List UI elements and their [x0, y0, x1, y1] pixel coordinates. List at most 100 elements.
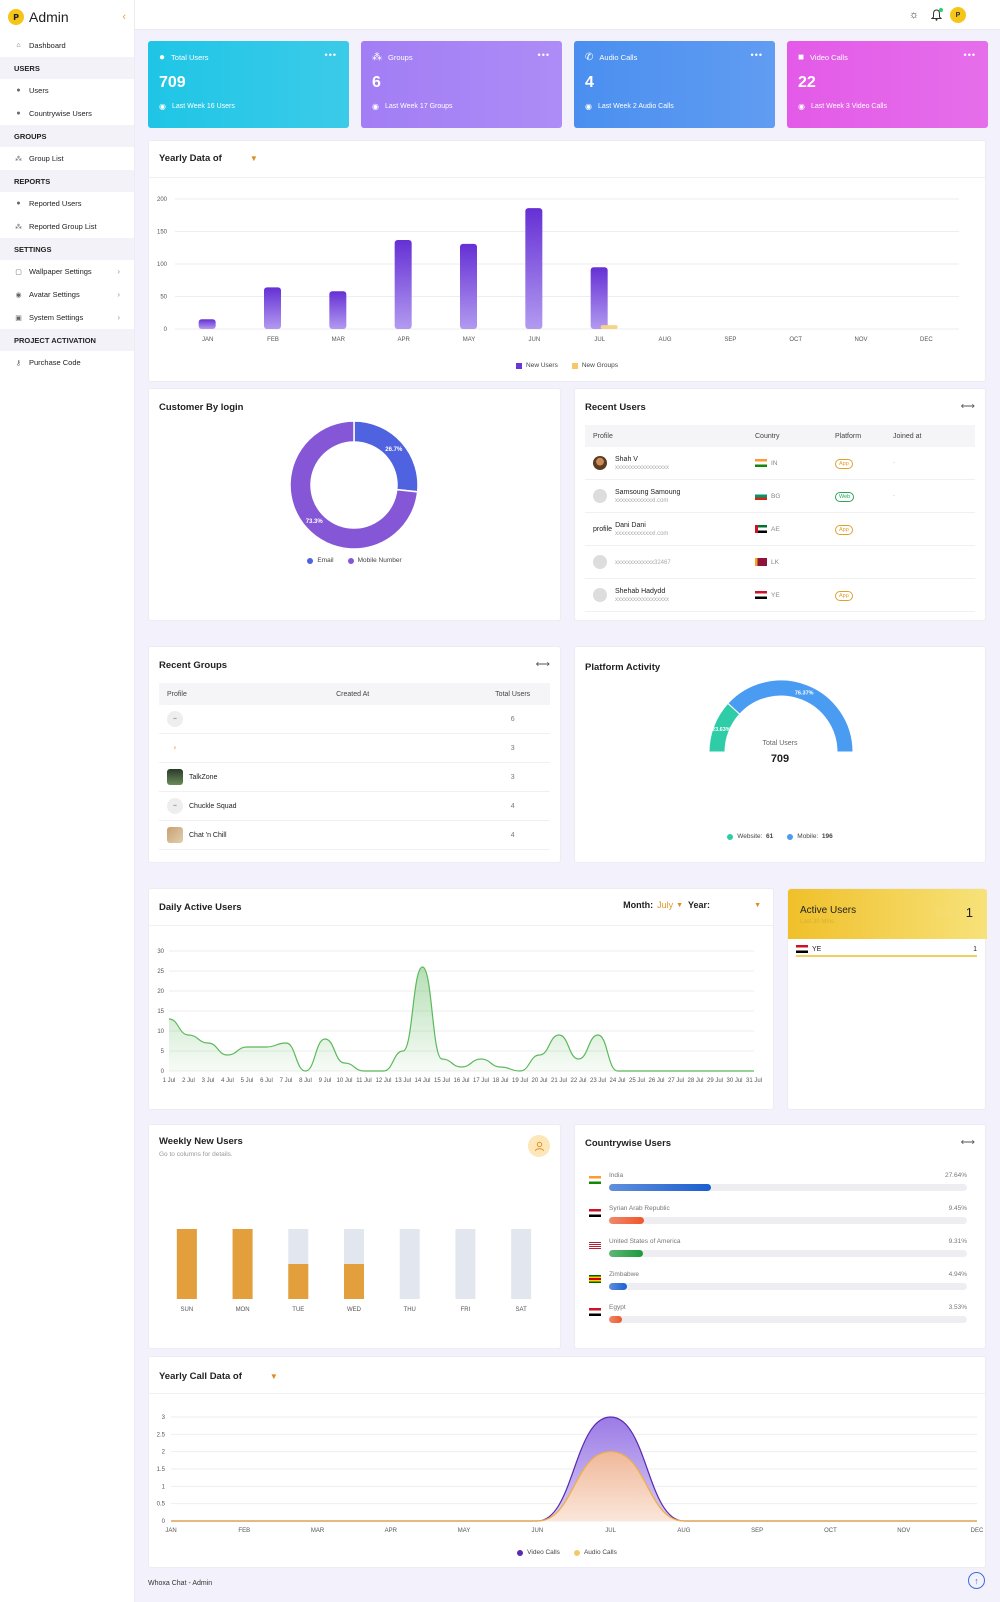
y-tick-label: 10	[157, 1029, 164, 1035]
active-users-title: Active Users	[800, 905, 857, 916]
x-tick-label: APR	[397, 337, 410, 343]
table-row[interactable]: ♀ 3	[159, 734, 550, 763]
progress-track	[609, 1283, 967, 1290]
progress-track	[609, 1316, 967, 1323]
x-tick-label: 19 Jul	[512, 1078, 528, 1084]
more-options-icon[interactable]: •••	[963, 50, 976, 60]
x-tick-label: 30 Jul	[726, 1078, 742, 1084]
sidebar-item-reported-users[interactable]: ● Reported Users	[0, 192, 134, 215]
legend-new-groups[interactable]: New Groups	[571, 362, 618, 369]
daily-line[interactable]	[168, 966, 754, 1072]
bar-new-users[interactable]	[198, 319, 216, 329]
year-dropdown-icon[interactable]: ▼	[754, 901, 761, 909]
group-chat-icon: ▪▪	[167, 798, 183, 814]
chevron-right-icon: ›	[117, 290, 120, 299]
donut-slice[interactable]	[353, 420, 419, 493]
stat-subtext: Last Week 3 Video Calls	[810, 103, 887, 110]
chevron-right-icon: ›	[117, 267, 120, 276]
stat-card-video-calls[interactable]: ■ Video Calls ••• 22 ◉ Last Week 3 Video Call…	[787, 41, 988, 128]
sidebar: P Admin ‹ ⌂ Dashboard USERS ● Users ● Countryw…	[0, 0, 135, 1602]
avatar	[593, 555, 607, 569]
more-options-icon[interactable]: •••	[324, 50, 337, 60]
sidebar-item-label: System Settings	[29, 313, 84, 322]
country-code: LK	[771, 558, 779, 566]
table-row[interactable]: xxxxxxxxxxxxx32467 LK	[585, 546, 975, 579]
group-image	[167, 827, 183, 843]
platform-badge: App	[835, 458, 853, 469]
weekly-bar[interactable]	[344, 1264, 364, 1299]
legend-video-calls[interactable]: Video Calls	[517, 1549, 560, 1556]
month-select[interactable]: July	[657, 900, 674, 910]
sidebar-item-label: Users	[29, 86, 49, 95]
bar-new-users[interactable]	[525, 208, 543, 329]
legend-email[interactable]: Email	[307, 557, 334, 564]
table-row[interactable]: ▪▪ 6	[159, 705, 550, 734]
table-row[interactable]: TalkZone 3	[159, 763, 550, 792]
sidebar-item-users[interactable]: ● Users	[0, 79, 134, 102]
weekly-bar[interactable]	[288, 1264, 309, 1299]
stat-card-audio-calls[interactable]: ✆ Audio Calls ••• 4 ◉ Last Week 2 Audio Calls	[574, 41, 775, 128]
bar-new-users[interactable]	[264, 287, 281, 329]
sidebar-item-avatar-settings[interactable]: ◉ Avatar Settings ›	[0, 283, 134, 306]
sidebar-item-reported-group-list[interactable]: ⁂ Reported Group List	[0, 215, 134, 238]
bar-new-groups[interactable]	[600, 325, 618, 329]
more-options-icon[interactable]: •••	[750, 50, 763, 60]
recent-groups-menu-icon[interactable]: ⟷	[535, 659, 550, 670]
legend-new-users[interactable]: New Users	[516, 362, 558, 369]
sidebar-item-dashboard[interactable]: ⌂ Dashboard	[0, 34, 134, 57]
table-row[interactable]: Shehab Hadydd xxxxxxxxxxxxxxxxxx YE App	[585, 579, 975, 612]
user-email: xxxxxxxxxxxxxl.com	[615, 497, 669, 504]
table-row[interactable]: ▪▪ Chuckle Squad 4	[159, 792, 550, 821]
progress-track	[609, 1184, 967, 1191]
flag-us-icon	[589, 1242, 601, 1250]
year-dropdown-icon[interactable]: ▼	[249, 154, 258, 163]
theme-toggle-icon[interactable]: ☼	[908, 9, 920, 21]
y-tick-label: 100	[157, 262, 168, 268]
sidebar-item-purchase-code[interactable]: ⚷ Purchase Code	[0, 351, 134, 374]
sidebar-item-group-list[interactable]: ⁂ Group List	[0, 147, 134, 170]
call-line[interactable]	[171, 1451, 977, 1522]
nav-section-reports: REPORTS	[0, 170, 134, 192]
user-avatar[interactable]: P	[950, 7, 966, 23]
weekly-bar[interactable]	[176, 1229, 197, 1299]
joined-at: -	[893, 492, 896, 500]
x-tick-label: NOV	[854, 337, 867, 343]
slice-label: 73.3%	[306, 519, 324, 525]
x-tick-label: 4 Jul	[221, 1078, 234, 1084]
sidebar-item-wallpaper-settings[interactable]: ▢ Wallpaper Settings ›	[0, 260, 134, 283]
table-row[interactable]: Chat 'n Chill 4	[159, 821, 550, 850]
bar-new-users[interactable]	[590, 267, 608, 329]
countrywise-menu-icon[interactable]: ⟷	[960, 1137, 975, 1148]
notification-bell-icon[interactable]	[928, 7, 944, 23]
sidebar-item-countrywise-users[interactable]: ● Countrywise Users	[0, 102, 134, 125]
bar-new-users[interactable]	[329, 291, 347, 329]
recent-users-menu-icon[interactable]: ⟷	[960, 401, 975, 412]
donut-slice[interactable]	[289, 420, 419, 550]
user-icon: ●	[159, 52, 166, 63]
legend-mobile-number[interactable]: Mobile Number	[347, 557, 402, 564]
x-tick-label: 25 Jul	[629, 1078, 645, 1084]
stat-card-groups[interactable]: ⁂ Groups ••• 6 ◉ Last Week 17 Groups	[361, 41, 562, 128]
table-row[interactable]: profile Dani Dani xxxxxxxxxxxxxl.com AE App	[585, 513, 975, 546]
call-year-dropdown-icon[interactable]: ▼	[269, 1372, 278, 1381]
more-options-icon[interactable]: •••	[537, 50, 550, 60]
collapse-sidebar-icon[interactable]: ‹	[122, 11, 126, 23]
stat-card-total-users[interactable]: ● Total Users ••• 709 ◉ Last Week 16 Users	[148, 41, 349, 128]
gauge-segment[interactable]	[727, 679, 854, 753]
table-row[interactable]: Samsoung Samoung xxxxxxxxxxxxxl.com BG Web -	[585, 480, 975, 513]
weekly-bar[interactable]	[232, 1229, 253, 1299]
sidebar-item-system-settings[interactable]: ▣ System Settings ›	[0, 306, 134, 329]
group-chat-icon: ▪▪	[167, 711, 183, 727]
x-tick-label: 8 Jul	[299, 1078, 312, 1084]
bar-new-users[interactable]	[460, 243, 477, 329]
scroll-to-top-button[interactable]: ↑	[968, 1572, 985, 1589]
x-tick-label: JUL	[594, 337, 605, 343]
x-tick-label: 2 Jul	[182, 1078, 195, 1084]
legend-audio-calls[interactable]: Audio Calls	[573, 1549, 617, 1556]
platform-legend: Website: 61 Mobile: 196	[575, 833, 985, 840]
bar-new-users[interactable]	[394, 239, 412, 329]
country-row: Egypt 3.53%	[589, 1304, 967, 1326]
progress-fill	[609, 1250, 644, 1257]
month-dropdown-icon[interactable]: ▼	[676, 901, 684, 909]
